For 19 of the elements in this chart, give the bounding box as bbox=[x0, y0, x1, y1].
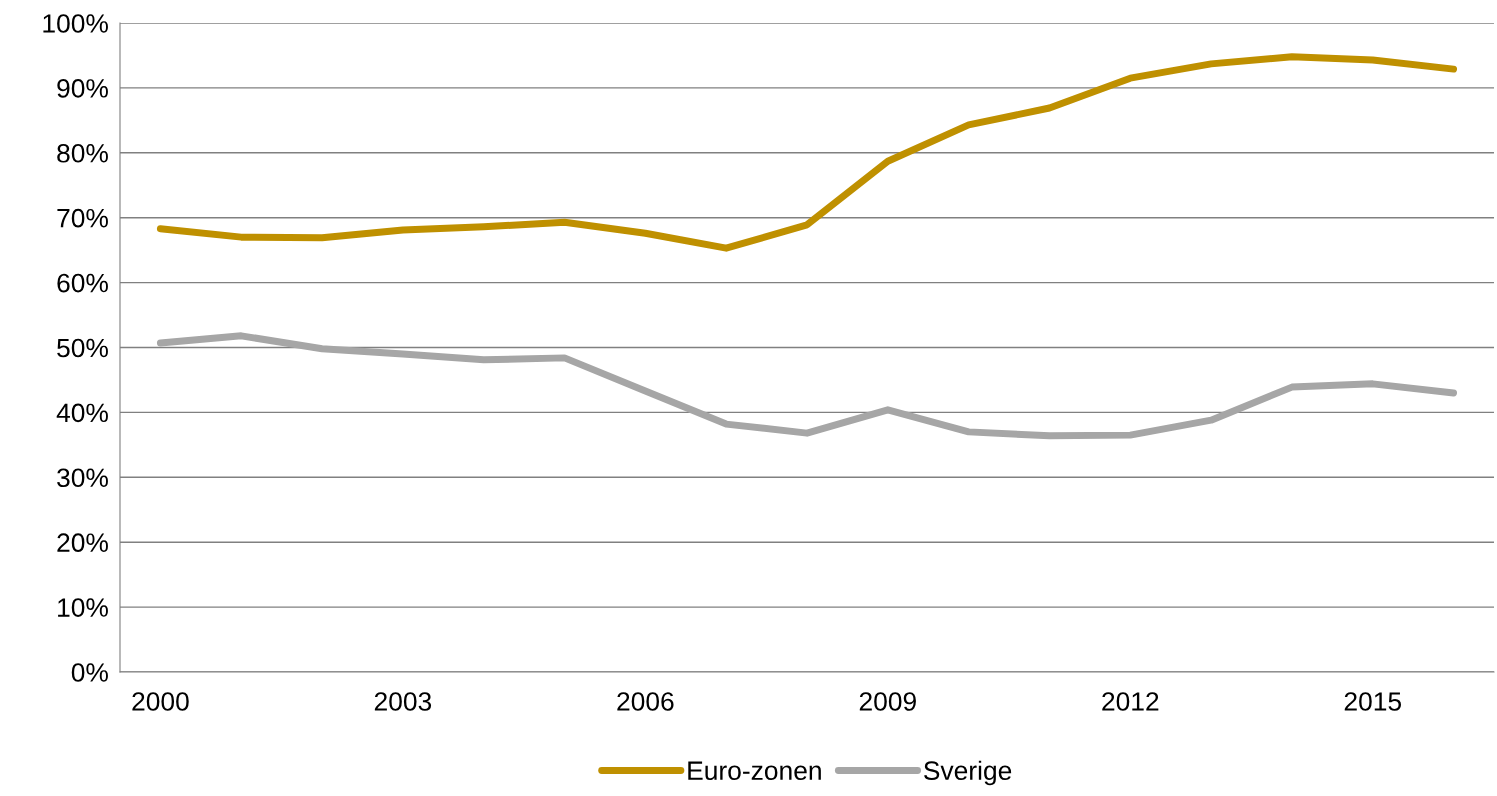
y-tick-label: 30% bbox=[57, 468, 108, 488]
x-tick-label: 2009 bbox=[859, 692, 916, 711]
y-tick-label: 80% bbox=[57, 143, 108, 163]
legend-label: Euro-zonen bbox=[688, 761, 821, 781]
x-tick-label: 2012 bbox=[1102, 692, 1159, 711]
y-tick-label: 40% bbox=[56, 403, 108, 423]
y-tick-label: 0% bbox=[71, 663, 108, 682]
y-tick-label: 10% bbox=[58, 598, 108, 617]
y-tick-label: 90% bbox=[57, 79, 108, 98]
y-tick-label: 50% bbox=[57, 338, 108, 358]
y-tick-label: 70% bbox=[57, 208, 108, 228]
x-tick-label: 2003 bbox=[374, 692, 432, 711]
x-tick-label: 2006 bbox=[617, 692, 674, 711]
x-tick-label: 2000 bbox=[132, 692, 189, 711]
y-tick-label: 20% bbox=[57, 533, 108, 553]
y-tick-label: 100% bbox=[43, 14, 108, 33]
y-tick-label: 60% bbox=[57, 273, 108, 293]
x-tick-label: 2015 bbox=[1344, 692, 1402, 711]
legend-label: Sverige bbox=[924, 760, 1012, 786]
